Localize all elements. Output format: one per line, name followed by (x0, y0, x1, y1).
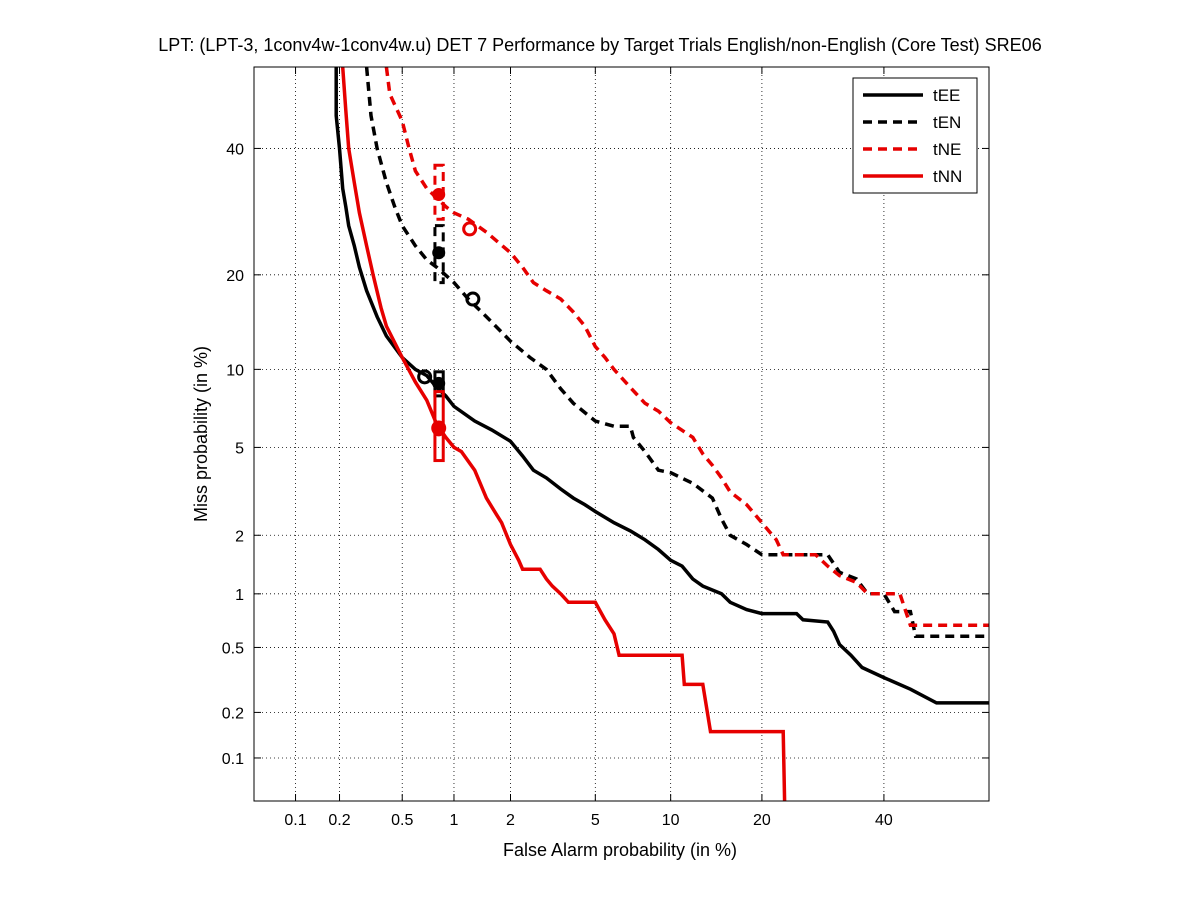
actual-dcf-marker-tee (417, 369, 433, 385)
y-tick-label: 40 (226, 141, 244, 158)
y-tick-label: 10 (226, 362, 244, 379)
x-axis-label: False Alarm probability (in %) (503, 840, 737, 860)
y-tick-label: 0.5 (222, 640, 244, 657)
x-tick-label: 2 (506, 812, 515, 829)
actual-dcf-marker-tne (462, 221, 478, 237)
x-tick-label: 0.1 (284, 812, 306, 829)
x-tick-label: 1 (450, 812, 459, 829)
axis-ticks: 0.1 0.2 0.5 1 2 5 10 20 40 0.1 0.2 0.5 1 2 5 10 20 40 (222, 67, 989, 829)
legend-box (852, 77, 978, 194)
x-tick-label: 40 (875, 812, 893, 829)
legend-label-tnn: tNN (933, 167, 962, 186)
series-layer (334, 67, 989, 801)
legend: tEE tEN tNE tNN (852, 77, 978, 194)
legend-label-tee: tEE (933, 86, 960, 105)
y-tick-label: 1 (235, 587, 244, 604)
series-line-ten (364, 67, 989, 639)
chart-title: LPT: (LPT-3, 1conv4w-1conv4w.u) DET 7 Pe… (158, 35, 1041, 55)
series-line-tee (334, 67, 989, 705)
legend-label-tne: tNE (933, 140, 961, 159)
x-tick-label: 0.2 (328, 812, 350, 829)
x-tick-label: 0.5 (391, 812, 413, 829)
x-tick-label: 5 (591, 812, 600, 829)
y-tick-label: 2 (235, 528, 244, 545)
x-tick-label: 20 (753, 812, 771, 829)
series-line-tnn (340, 67, 787, 801)
y-tick-label: 0.2 (222, 705, 244, 722)
plot-frame (253, 66, 990, 802)
y-axis-label: Miss probability (in %) (191, 346, 211, 522)
min-dcf-marker-ten (432, 246, 446, 260)
actual-dcf-marker-tnn (431, 420, 447, 436)
y-tick-label: 5 (235, 440, 244, 457)
min-dcf-marker-tne (432, 187, 446, 201)
legend-label-ten: tEN (933, 113, 961, 132)
x-tick-label: 10 (662, 812, 680, 829)
y-tick-label: 0.1 (222, 751, 244, 768)
y-tick-label: 20 (226, 268, 244, 285)
min-dcf-marker-tee (432, 376, 446, 390)
actual-dcf-marker-ten (465, 291, 481, 307)
